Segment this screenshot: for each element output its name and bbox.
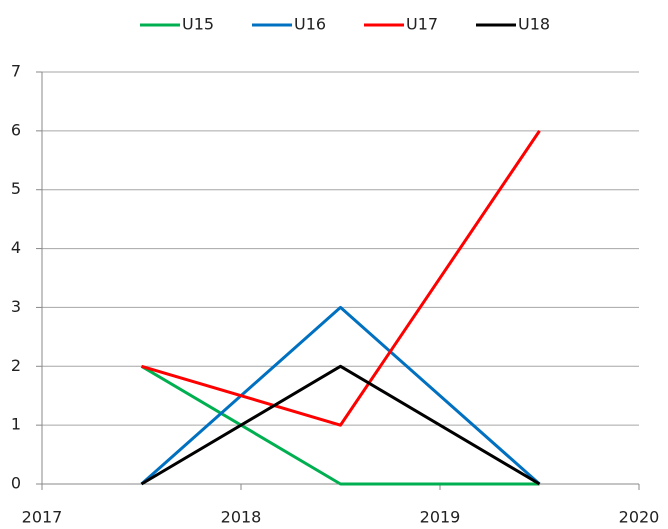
y-tick-label: 0 — [11, 474, 21, 493]
y-tick-label: 6 — [11, 120, 21, 139]
x-tick-label: 2020 — [619, 508, 660, 527]
series-line — [140, 364, 540, 486]
y-tick-label: 2 — [11, 356, 21, 375]
legend-label: U17 — [406, 15, 438, 34]
series-line — [140, 364, 541, 486]
y-tick-label: 3 — [11, 297, 21, 316]
legend-label: U18 — [518, 15, 550, 34]
series-line — [140, 305, 541, 486]
legend-label: U16 — [294, 15, 326, 34]
x-tick-label: 2019 — [420, 508, 461, 527]
y-tick-label: 1 — [11, 415, 21, 434]
series-line — [141, 130, 541, 427]
y-tick-label: 5 — [11, 179, 21, 198]
x-tick-label: 2017 — [22, 508, 63, 527]
legend-label: U15 — [182, 15, 214, 34]
y-tick-label: 4 — [11, 238, 21, 257]
x-tick-label: 2018 — [221, 508, 262, 527]
y-tick-label: 7 — [11, 62, 21, 81]
